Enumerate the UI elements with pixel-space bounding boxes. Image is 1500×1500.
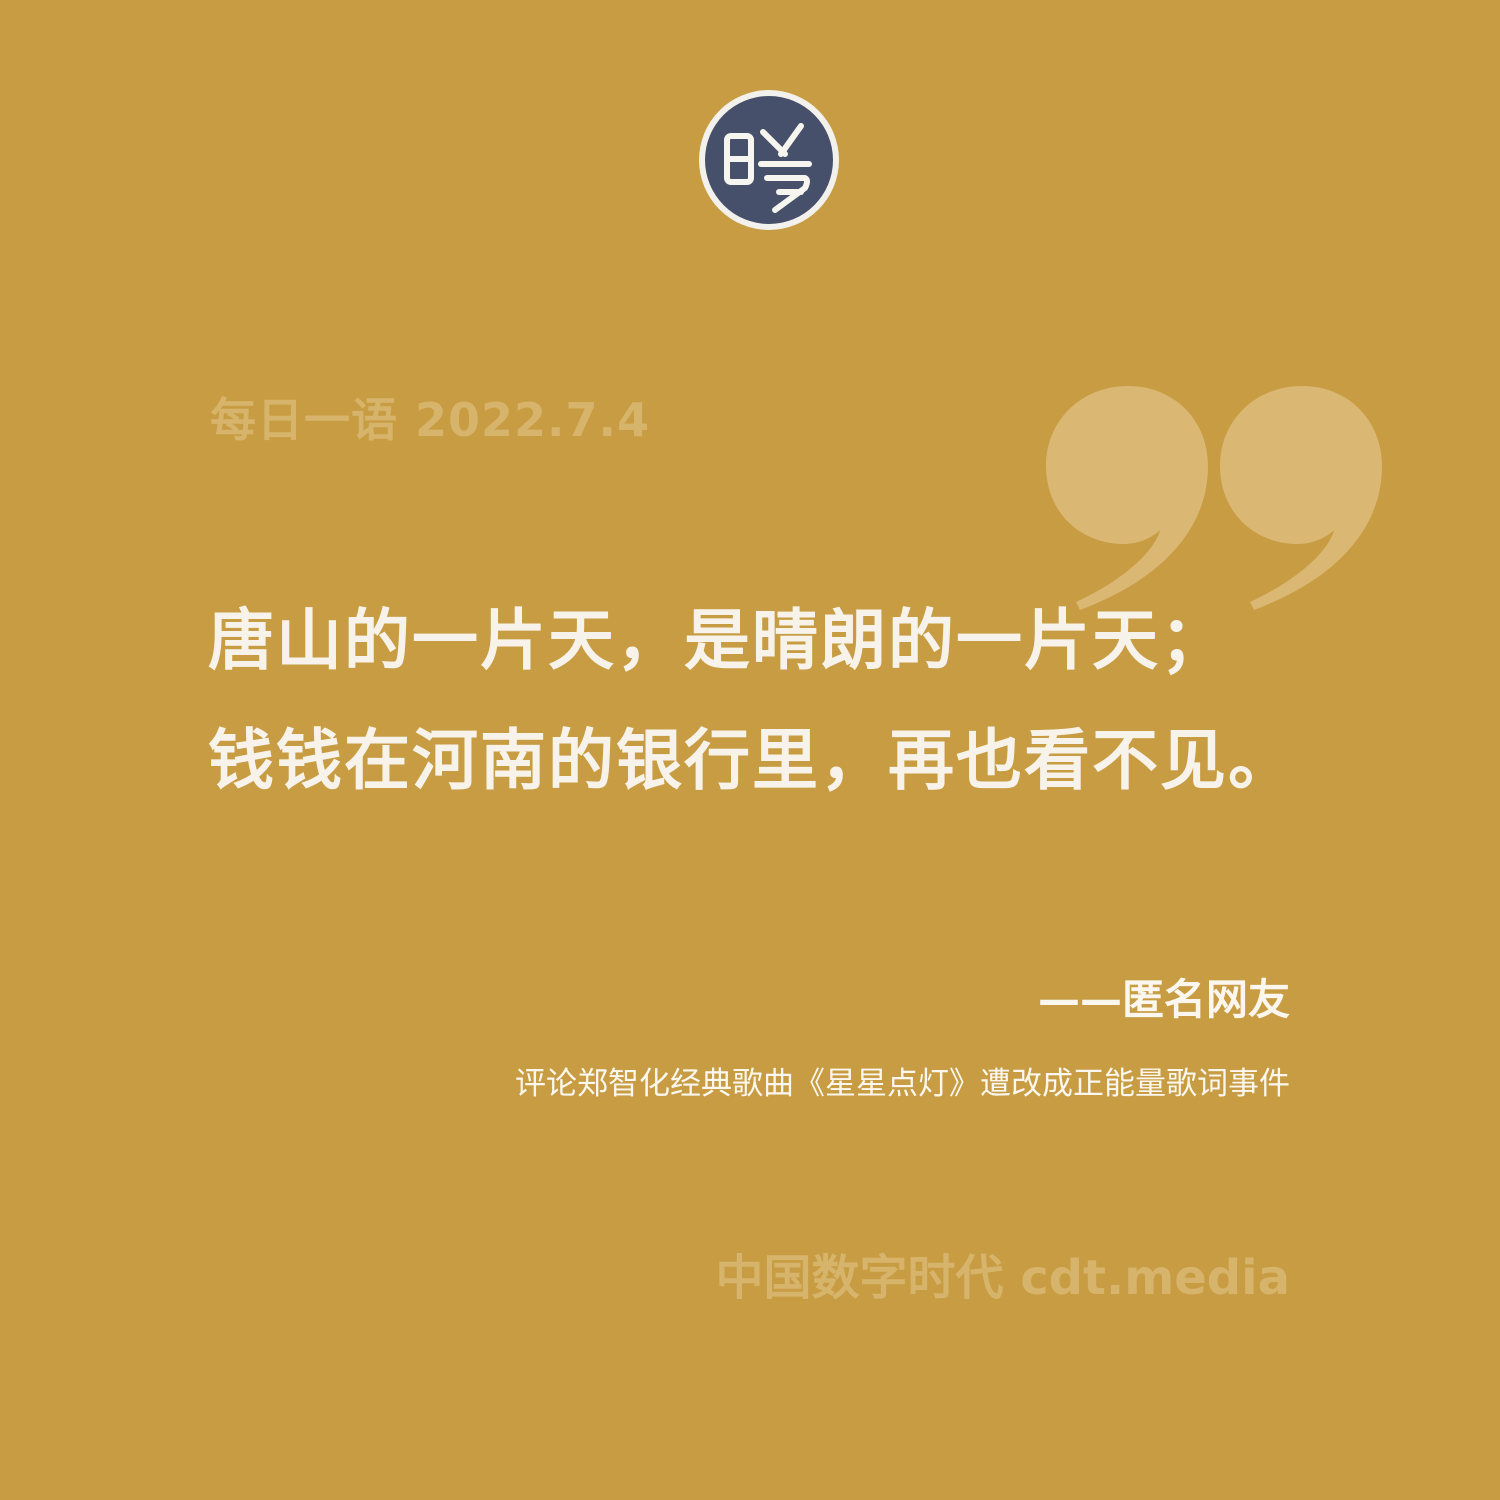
closing-quote-icon [1040,380,1390,640]
quote-line-2: 钱钱在河南的银行里，再也看不见。 [208,721,1296,799]
brand-footer: 中国数字时代 cdt.media [715,1250,1290,1306]
date-line: 每日一语 2022.7.4 [210,393,651,447]
quote-context: 评论郑智化经典歌曲《星星点灯》遭改成正能量歌词事件 [515,1066,1290,1102]
cdt-logo-icon [697,88,841,232]
quote-text: 唐山的一片天，是晴朗的一片天； 钱钱在河南的银行里，再也看不见。 [208,580,1308,820]
quote-author: ——匿名网友 [1037,975,1290,1024]
quote-line-1: 唐山的一片天，是晴朗的一片天； [208,601,1228,679]
